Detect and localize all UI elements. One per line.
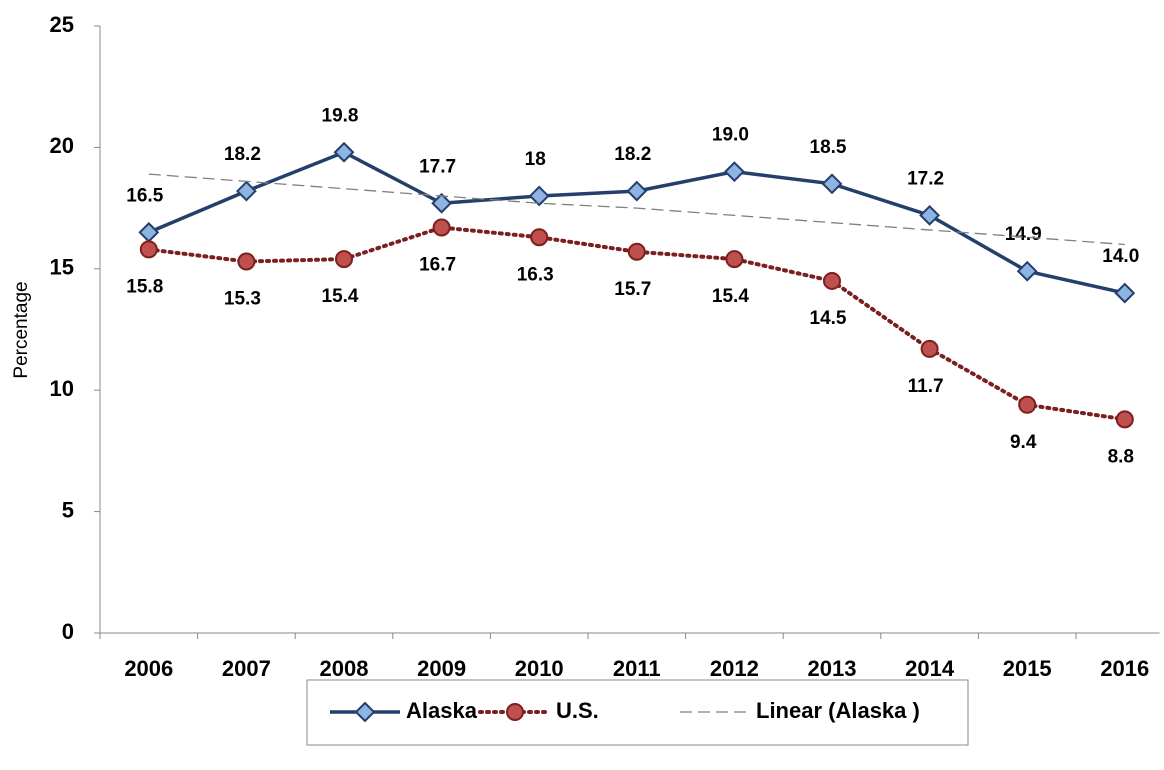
x-tick-label: 2006 — [124, 656, 173, 681]
marker — [626, 180, 648, 202]
data-label: 11.7 — [908, 376, 944, 397]
data-label: 8.8 — [1108, 446, 1134, 467]
marker — [333, 141, 355, 163]
x-tick-label: 2014 — [905, 656, 955, 681]
data-label: 17.7 — [419, 156, 456, 177]
y-axis-title: Percentage — [11, 281, 32, 378]
legend-label: Alaska — [406, 698, 478, 723]
marker — [1115, 410, 1134, 429]
y-tick-label: 10 — [50, 376, 74, 401]
marker — [335, 250, 353, 269]
data-label: 18.2 — [224, 144, 261, 165]
x-tick-label: 2010 — [515, 656, 564, 681]
data-label: 19.8 — [322, 105, 359, 126]
legend-marker — [354, 701, 376, 723]
marker — [627, 242, 646, 261]
y-tick-label: 25 — [50, 12, 74, 37]
marker — [138, 221, 160, 243]
data-label: 16.7 — [419, 255, 456, 276]
series-line — [148, 150, 1126, 295]
marker — [528, 185, 550, 207]
x-tick-label: 2015 — [1003, 656, 1052, 681]
data-label: 14.5 — [810, 308, 847, 329]
marker — [237, 252, 256, 271]
y-tick-label: 15 — [50, 255, 74, 280]
marker — [139, 240, 158, 259]
data-label: 9.4 — [1010, 432, 1037, 453]
data-label: 15.4 — [322, 286, 359, 307]
data-label: 15.4 — [712, 286, 749, 307]
marker — [530, 228, 549, 247]
marker — [823, 271, 841, 290]
marker — [920, 339, 939, 358]
data-label: 18 — [525, 149, 546, 170]
legend-marker — [506, 703, 524, 721]
data-label: 18.5 — [810, 137, 847, 158]
data-label: 15.3 — [224, 289, 261, 310]
x-tick-label: 2011 — [613, 656, 661, 681]
x-tick-label: 2016 — [1100, 656, 1149, 681]
data-label: 14.0 — [1102, 246, 1139, 267]
y-tick-label: 20 — [50, 133, 74, 158]
legend-label: Linear (Alaska ) — [756, 698, 920, 723]
x-tick-label: 2009 — [417, 656, 466, 681]
marker — [919, 204, 941, 226]
x-tick-label: 2008 — [320, 656, 369, 681]
marker — [723, 161, 745, 183]
marker — [432, 218, 451, 237]
data-label: 15.7 — [614, 279, 651, 300]
marker — [1016, 260, 1038, 282]
marker — [1114, 282, 1136, 304]
y-tick-label: 0 — [62, 619, 74, 644]
series-line — [148, 173, 1125, 246]
data-label: 17.2 — [907, 168, 944, 189]
marker — [235, 180, 257, 202]
marker — [725, 250, 744, 269]
marker — [431, 192, 453, 214]
marker — [821, 173, 843, 195]
x-tick-label: 2007 — [222, 656, 271, 681]
data-label: 16.3 — [517, 264, 554, 285]
marker — [1018, 395, 1037, 414]
data-label: 18.2 — [614, 144, 651, 165]
data-label: 19.0 — [712, 125, 749, 146]
x-tick-label: 2012 — [710, 656, 759, 681]
legend-box — [306, 679, 969, 746]
y-tick-label: 5 — [62, 497, 74, 522]
data-label: 15.8 — [126, 276, 163, 297]
data-label: 14.9 — [1005, 224, 1042, 245]
data-label: 16.5 — [126, 185, 163, 206]
legend-label: U.S. — [556, 698, 599, 723]
x-tick-label: 2013 — [808, 656, 857, 681]
